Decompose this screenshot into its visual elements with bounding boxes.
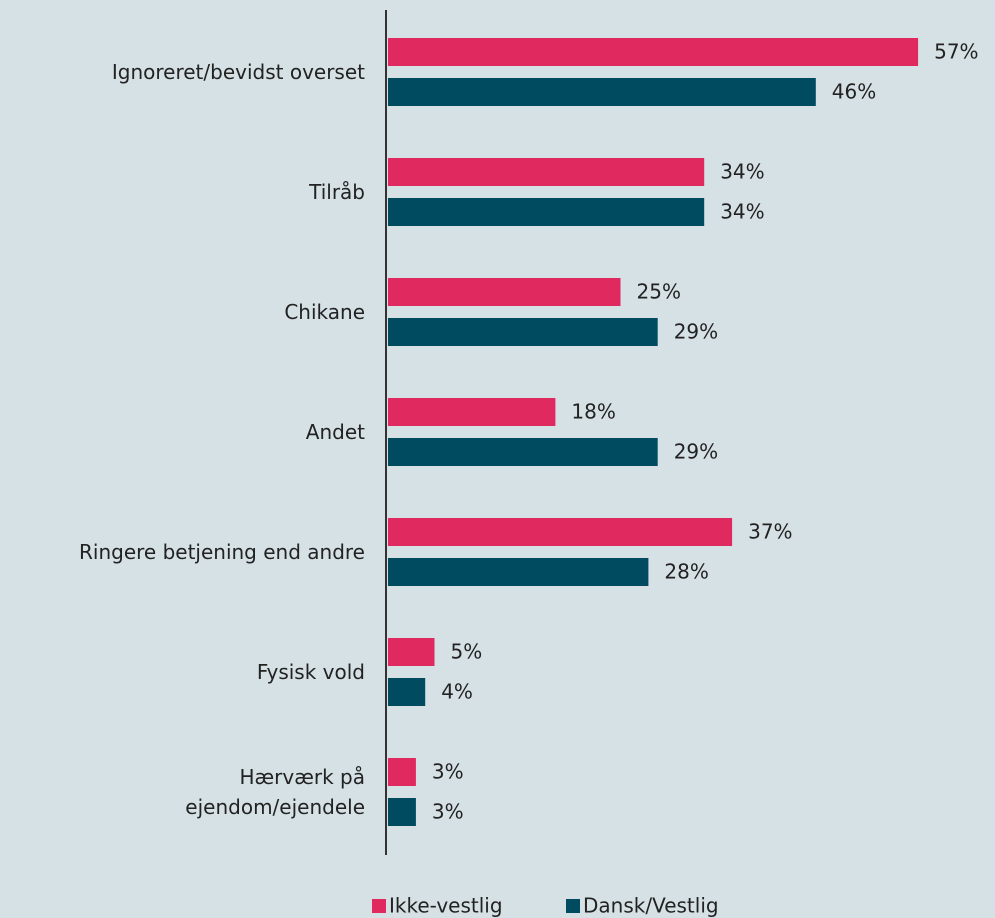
category-label: Chikane — [284, 300, 365, 324]
category-label: Andet — [305, 420, 365, 444]
value-label: 29% — [674, 440, 718, 464]
value-label: 5% — [451, 640, 483, 664]
bar — [388, 278, 621, 306]
bar — [388, 198, 705, 226]
bar — [388, 78, 816, 106]
bar — [388, 558, 649, 586]
value-label: 25% — [637, 280, 681, 304]
legend-label: Dansk/Vestlig — [583, 894, 719, 918]
category-label: Ringere betjening end andre — [79, 540, 365, 564]
bar — [388, 158, 705, 186]
legend-swatch — [372, 899, 386, 913]
value-label: 18% — [571, 400, 615, 424]
bar — [388, 638, 435, 666]
category-label: Ignoreret/bevidst overset — [111, 60, 365, 84]
value-label: 3% — [432, 800, 464, 824]
value-label: 34% — [720, 160, 764, 184]
category-label: Tilråb — [309, 180, 365, 204]
value-label: 57% — [934, 40, 978, 64]
bar — [388, 758, 416, 786]
value-label: 4% — [441, 680, 473, 704]
bar — [388, 398, 556, 426]
category-label: Fysisk vold — [256, 660, 365, 684]
value-label: 34% — [720, 200, 764, 224]
bar — [388, 678, 426, 706]
value-label: 28% — [664, 560, 708, 584]
bar — [388, 38, 919, 66]
legend-label: Ikke-vestlig — [389, 894, 503, 918]
value-label: 3% — [432, 760, 464, 784]
value-label: 29% — [674, 320, 718, 344]
value-label: 37% — [748, 520, 792, 544]
bar — [388, 798, 416, 826]
bar — [388, 438, 658, 466]
category-label: Hærværk på ejendom/ejendele — [185, 765, 365, 819]
bar — [388, 518, 733, 546]
legend-swatch — [566, 899, 580, 913]
bar — [388, 318, 658, 346]
value-label: 46% — [832, 80, 876, 104]
